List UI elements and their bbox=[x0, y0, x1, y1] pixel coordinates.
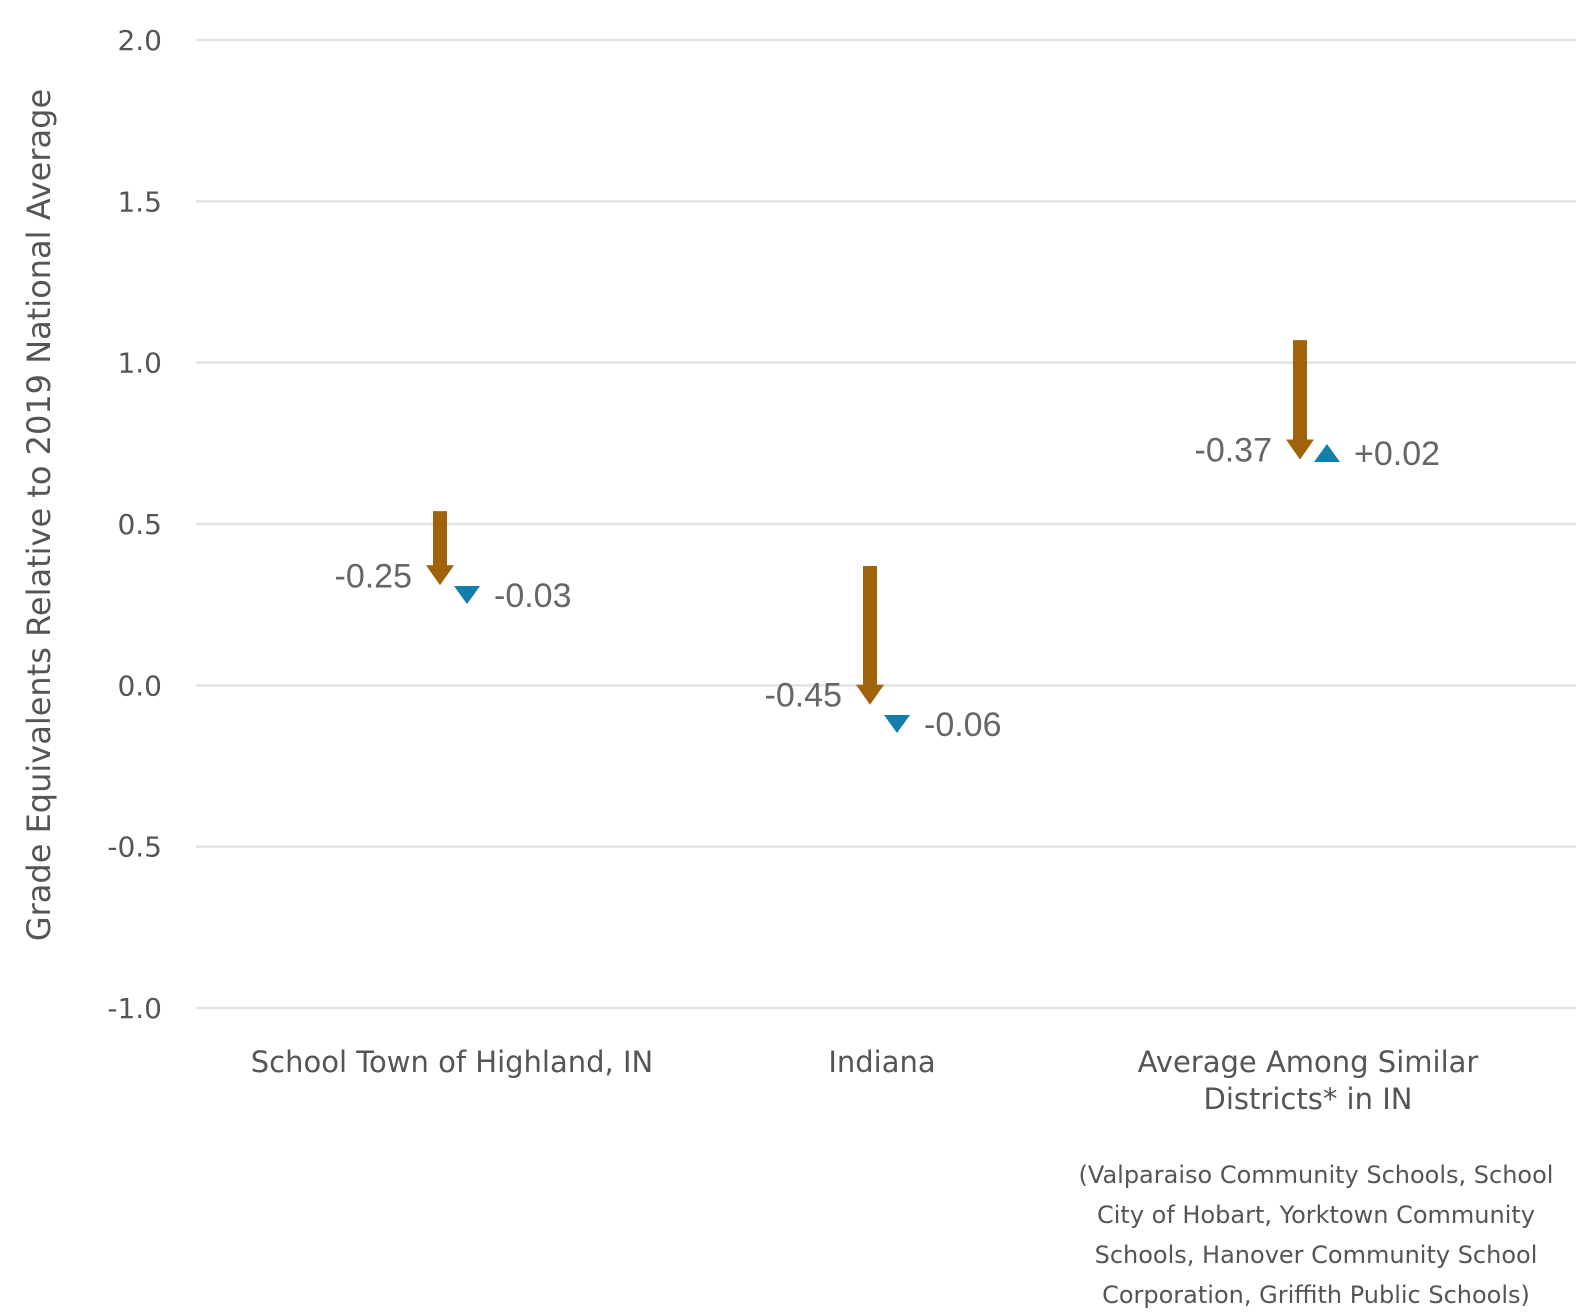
category-label: Districts* in IN bbox=[1204, 1082, 1413, 1116]
y-axis-ticks: 2.0 1.5 1.0 0.5 0.0 -0.5 -1.0 bbox=[107, 24, 162, 1025]
category-label: School Town of Highland, IN bbox=[251, 1045, 653, 1079]
drop-arrow bbox=[1286, 340, 1314, 460]
y-axis-title: Grade Equivalents Relative to 2019 Natio… bbox=[20, 89, 58, 941]
chart-marks: -0.25 -0.03 -0.45 -0.06 -0.37 +0.02 bbox=[335, 340, 1440, 744]
y-tick-label: 1.0 bbox=[117, 347, 162, 380]
change-marker bbox=[1314, 444, 1340, 463]
category-label: Average Among Similar bbox=[1138, 1045, 1479, 1079]
y-tick-label: 0.0 bbox=[117, 669, 162, 702]
change-marker bbox=[454, 585, 480, 604]
drop-label: -0.25 bbox=[335, 557, 413, 595]
footnote-line: Schools, Hanover Community School bbox=[1095, 1241, 1538, 1269]
footnote-line: Corporation, Griffith Public Schools) bbox=[1102, 1281, 1530, 1309]
footnote-line: City of Hobart, Yorktown Community bbox=[1097, 1201, 1535, 1229]
gridlines bbox=[196, 38, 1576, 1010]
change-label: -0.03 bbox=[494, 577, 572, 615]
footnote: (Valparaiso Community Schools, School Cit… bbox=[1079, 1161, 1554, 1309]
drop-label: -0.45 bbox=[765, 677, 843, 715]
change-label: +0.02 bbox=[1354, 435, 1440, 473]
y-tick-label: 0.5 bbox=[117, 508, 162, 541]
footnote-line: (Valparaiso Community Schools, School bbox=[1079, 1161, 1554, 1189]
change-marker bbox=[884, 715, 910, 734]
y-tick-label: -0.5 bbox=[107, 831, 162, 864]
change-label: -0.06 bbox=[924, 706, 1002, 744]
y-tick-label: -1.0 bbox=[107, 992, 162, 1025]
y-tick-label: 1.5 bbox=[117, 185, 162, 218]
drop-label: -0.37 bbox=[1195, 431, 1273, 469]
drop-arrow bbox=[426, 511, 454, 586]
y-tick-label: 2.0 bbox=[117, 24, 162, 57]
category-label: Indiana bbox=[828, 1045, 935, 1079]
category-labels: School Town of Highland, IN Indiana Averag… bbox=[251, 1045, 1479, 1116]
drop-arrow bbox=[856, 565, 884, 705]
